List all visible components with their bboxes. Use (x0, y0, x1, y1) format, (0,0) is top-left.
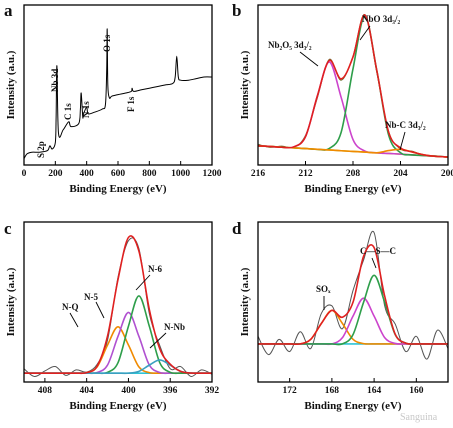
plot-frame (23, 221, 213, 383)
x-tick-label: 408 (38, 386, 53, 396)
series-line (258, 244, 448, 346)
panel-letter: a (4, 1, 13, 20)
y-axis-label: Intensity (a.u.) (239, 267, 251, 336)
x-tick-label: 400 (121, 386, 136, 396)
series-line (23, 237, 213, 377)
y-axis-label: Intensity (a.u.) (5, 50, 17, 119)
plot-frame (257, 221, 449, 383)
x-tick-label: 168 (325, 386, 340, 396)
peak-annotation: C—S—C (360, 246, 396, 256)
series-line (23, 235, 213, 375)
peak-annotation: Nb 3d (50, 69, 60, 92)
x-axis-label: Binding Energy (eV) (304, 400, 402, 412)
x-tick-label: 1000 (171, 169, 190, 179)
series-line (257, 14, 449, 158)
annotation-arrow (371, 257, 377, 269)
peak-annotation: N-Nb (164, 322, 185, 332)
peak-annotation: N-Q (62, 302, 79, 312)
annotation-arrow (149, 332, 167, 349)
peak-annotation: Nb₂O₅ 3d₃/₂ (268, 40, 312, 50)
annotation-arrow (359, 25, 371, 41)
peak-annotation: O 1s (102, 34, 112, 52)
x-tick-label: 160 (409, 386, 424, 396)
x-tick-label: 1200 (203, 169, 222, 179)
annotation-arrow (399, 131, 406, 151)
x-tick-label: 204 (393, 169, 408, 179)
x-tick-label: 400 (80, 169, 95, 179)
x-tick-label: 200 (48, 169, 63, 179)
panel-letter: d (232, 219, 242, 238)
x-tick-label: 600 (111, 169, 126, 179)
panel-letter: b (232, 1, 241, 20)
y-axis-label: Intensity (a.u.) (5, 267, 17, 336)
x-tick-label: 164 (367, 386, 382, 396)
watermark: Sanguina (400, 412, 438, 423)
peak-annotation: N 1s (81, 101, 91, 118)
annotation-arrow (95, 301, 105, 319)
peak-annotation: Nb-C 3d₃/₂ (385, 120, 426, 130)
series-line (257, 15, 449, 158)
series-line (258, 274, 448, 346)
series-line (257, 14, 449, 159)
x-axis-label: Binding Energy (eV) (69, 183, 167, 195)
x-axis-label: Binding Energy (eV) (69, 400, 167, 412)
peak-annotation: F 1s (126, 96, 136, 112)
x-tick-label: 216 (251, 169, 266, 179)
peak-annotation: S 2p (36, 141, 46, 158)
x-tick-label: 200 (441, 169, 453, 179)
series-line (258, 297, 448, 346)
y-axis-label: Intensity (a.u.) (239, 50, 251, 119)
x-tick-label: 800 (142, 169, 157, 179)
annotation-arrow (69, 312, 79, 328)
annotation-arrow (299, 51, 319, 67)
x-tick-label: 212 (298, 169, 313, 179)
peak-annotation: SOₓ (316, 284, 331, 294)
x-tick-label: 172 (283, 386, 298, 396)
panel-letter: c (4, 219, 12, 238)
series-line (23, 28, 213, 159)
series-line (257, 230, 449, 360)
peak-annotation: N-6 (148, 264, 162, 274)
peak-annotation: C 1s (63, 103, 73, 120)
series-line (257, 61, 449, 158)
peak-annotation: N-5 (84, 292, 98, 302)
x-tick-label: 396 (163, 386, 178, 396)
x-tick-label: 208 (346, 169, 361, 179)
x-tick-label: 0 (22, 169, 27, 179)
series-line (23, 326, 212, 375)
annotation-arrow (135, 274, 151, 291)
x-tick-label: 404 (80, 386, 95, 396)
peak-annotation: NbO 3d₃/₂ (362, 14, 400, 24)
x-axis-label: Binding Energy (eV) (304, 183, 402, 195)
x-tick-label: 392 (205, 386, 220, 396)
